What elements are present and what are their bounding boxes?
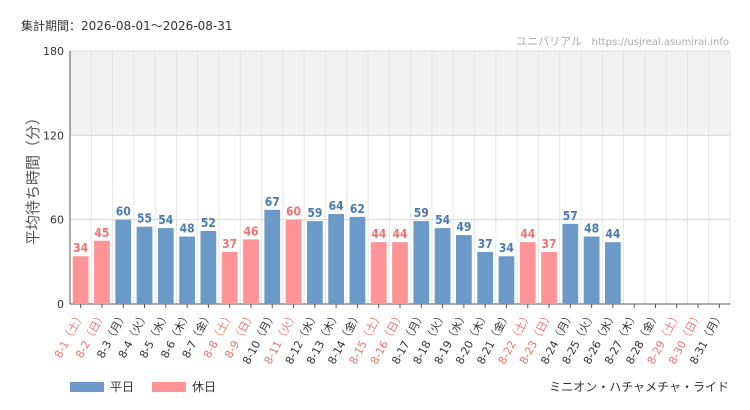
site-url: https://usjreal.asumirai.info <box>591 37 729 48</box>
legend-weekday[interactable]: 平日 <box>70 378 134 395</box>
bar <box>349 216 366 304</box>
data-label: 45 <box>94 226 109 240</box>
data-label: 67 <box>265 195 280 209</box>
period-label: 集計期間：2026-08-01～2026-08-31 <box>21 19 233 33</box>
bar <box>200 230 217 304</box>
data-label: 37 <box>222 237 237 251</box>
data-label: 44 <box>392 227 408 241</box>
bar <box>285 219 302 304</box>
bar <box>221 251 238 304</box>
y-tick-label: 60 <box>50 214 64 227</box>
data-label: 44 <box>605 227 621 241</box>
legend-weekday-swatch <box>70 381 104 392</box>
bar <box>115 219 132 304</box>
bar <box>157 228 174 304</box>
y-tick-label: 0 <box>57 298 64 311</box>
data-label: 48 <box>180 222 195 236</box>
data-label: 57 <box>563 209 578 223</box>
data-label: 46 <box>243 224 258 238</box>
data-label: 34 <box>499 241 515 255</box>
data-label: 49 <box>456 220 471 234</box>
shaded-band <box>70 51 730 136</box>
bar <box>392 242 408 304</box>
bar <box>605 242 621 304</box>
data-label: 60 <box>286 205 301 219</box>
bar <box>562 223 579 304</box>
data-label: 37 <box>542 237 557 251</box>
bar <box>328 214 345 304</box>
y-axis-label: 平均待ち時間（分） <box>24 110 42 245</box>
legend-weekday-label: 平日 <box>110 380 135 394</box>
bar <box>306 221 323 304</box>
bar <box>413 221 430 304</box>
data-label: 55 <box>137 212 152 226</box>
bar <box>370 242 387 304</box>
data-label: 52 <box>201 216 216 230</box>
data-label: 64 <box>329 199 345 213</box>
data-label: 44 <box>520 227 536 241</box>
y-tick-label: 120 <box>43 129 64 142</box>
data-label: 44 <box>371 227 387 241</box>
data-label: 62 <box>350 202 365 216</box>
data-label: 60 <box>116 205 131 219</box>
attraction-name: ミニオン・ハチャメチャ・ライド <box>549 380 729 394</box>
bar <box>519 242 536 304</box>
legend-holiday-swatch <box>152 381 187 392</box>
data-label: 59 <box>307 206 322 220</box>
bar <box>243 239 259 304</box>
bar <box>583 236 600 304</box>
data-label: 34 <box>73 241 89 255</box>
y-tick-label: 180 <box>43 45 64 58</box>
site-watermark: ユニバリアル https://usjreal.asumirai.info <box>516 33 729 49</box>
bar <box>136 226 153 304</box>
data-label: 37 <box>478 237 493 251</box>
bar <box>434 228 451 304</box>
bar <box>179 236 195 304</box>
bar <box>94 240 110 304</box>
bar <box>455 235 472 304</box>
data-label: 59 <box>414 206 429 220</box>
data-label: 54 <box>158 213 174 227</box>
data-label: 48 <box>584 222 599 236</box>
bar <box>541 251 557 304</box>
legend-holiday-label: 休日 <box>192 380 217 394</box>
bar <box>72 256 89 304</box>
bar <box>498 256 515 304</box>
bar <box>264 209 281 304</box>
site-name: ユニバリアル <box>516 35 583 48</box>
legend-holiday[interactable]: 休日 <box>152 378 216 395</box>
legend: 平日 休日 <box>70 378 216 395</box>
bar <box>477 251 494 304</box>
data-label: 54 <box>435 213 451 227</box>
